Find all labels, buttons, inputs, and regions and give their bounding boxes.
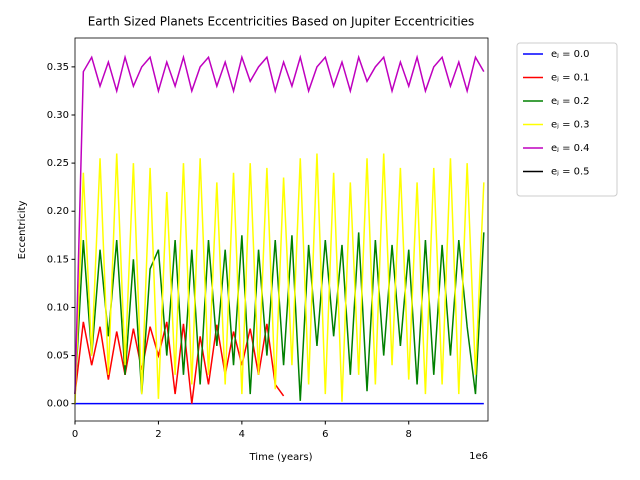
y-tick-label: 0.20 bbox=[47, 206, 69, 217]
y-tick-label: 0.15 bbox=[47, 254, 69, 265]
series-line bbox=[74, 153, 485, 404]
legend-label: eⱼ = 0.4 bbox=[551, 143, 590, 154]
legend-box bbox=[516, 42, 618, 197]
y-tick-label: 0.25 bbox=[47, 158, 69, 169]
chart-title: Earth Sized Planets Eccentricities Based… bbox=[88, 15, 475, 29]
legend-label: eⱼ = 0.1 bbox=[551, 73, 590, 84]
y-tick-label: 0.05 bbox=[47, 351, 69, 362]
x-tick-label: 2 bbox=[155, 429, 161, 440]
legend-label: eⱼ = 0.0 bbox=[551, 49, 590, 60]
legend-label: eⱼ = 0.5 bbox=[551, 167, 590, 178]
x-tick-label: 4 bbox=[239, 429, 245, 440]
y-tick-label: 0.00 bbox=[47, 399, 69, 410]
legend-label: eⱼ = 0.2 bbox=[551, 96, 590, 107]
x-tick-label: 0 bbox=[72, 429, 78, 440]
axes-frame bbox=[74, 37, 489, 422]
y-tick-label: 0.35 bbox=[47, 62, 69, 73]
y-axis-label: Eccentricity bbox=[17, 201, 28, 260]
x-tick-label: 8 bbox=[406, 429, 412, 440]
legend-label: eⱼ = 0.3 bbox=[551, 120, 590, 131]
series-line bbox=[74, 54, 485, 395]
x-tick-label: 6 bbox=[322, 429, 328, 440]
x-offset-label: 1e6 bbox=[469, 451, 488, 462]
x-axis-label: Time (years) bbox=[249, 452, 313, 463]
series-line bbox=[74, 321, 285, 404]
y-tick-label: 0.10 bbox=[47, 302, 69, 313]
y-tick-label: 0.30 bbox=[47, 110, 69, 121]
